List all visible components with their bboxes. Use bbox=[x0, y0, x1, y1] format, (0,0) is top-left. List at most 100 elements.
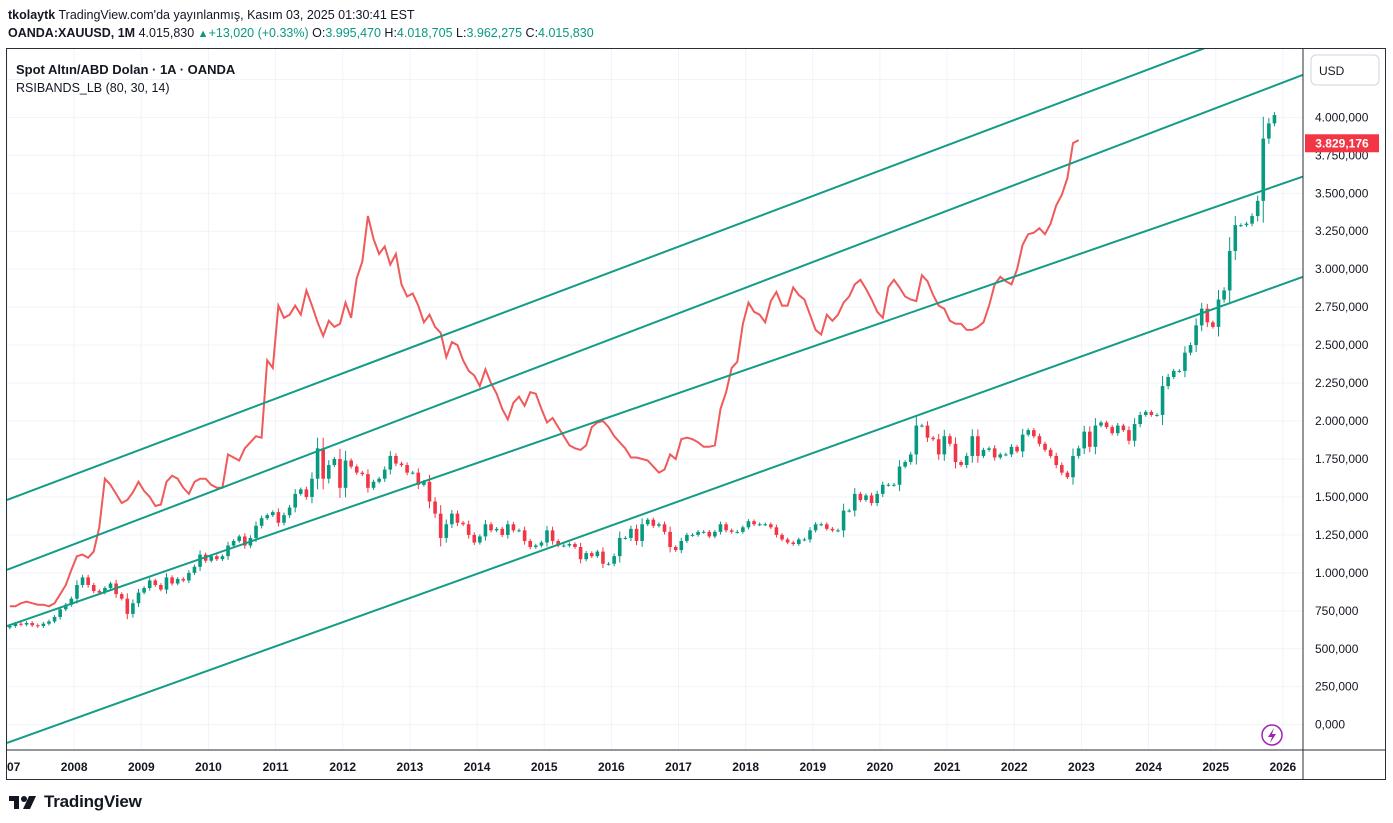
candle-body bbox=[920, 425, 924, 427]
rsi-bands-line bbox=[9, 139, 1080, 608]
candle-body bbox=[813, 524, 818, 531]
author-name[interactable]: tkolaytk bbox=[8, 8, 56, 22]
candle-body bbox=[354, 466, 359, 473]
candlestick-series bbox=[7, 112, 1277, 630]
candle-body bbox=[75, 585, 79, 599]
candle-body bbox=[662, 524, 667, 532]
header-bar: tkolaytk TradingView.com'da yayınlanmış,… bbox=[8, 6, 594, 43]
candle-body bbox=[366, 474, 370, 488]
x-tick-label: 2013 bbox=[397, 760, 424, 774]
y-tick-label: 0,000 bbox=[1315, 718, 1345, 732]
candle-body bbox=[948, 436, 952, 444]
candle-body bbox=[589, 553, 594, 557]
price-change: +13,020 (+0.33%) bbox=[208, 26, 309, 40]
candle-body bbox=[729, 530, 734, 532]
candle-body bbox=[780, 534, 784, 540]
candle-body bbox=[1093, 425, 1098, 447]
candle-body bbox=[1132, 424, 1137, 441]
y-tick-label: 1.500,000 bbox=[1315, 490, 1369, 504]
candle-body bbox=[24, 622, 29, 625]
x-tick-label: 2021 bbox=[934, 760, 961, 774]
candle-body bbox=[175, 578, 180, 584]
chart-frame[interactable]: 4.250,0004.000,0003.750,0003.500,0003.25… bbox=[6, 48, 1386, 780]
candle-body bbox=[209, 556, 214, 561]
candle-body bbox=[433, 501, 437, 514]
trend-channels bbox=[7, 49, 1304, 744]
candle-body bbox=[349, 460, 353, 467]
candle-body bbox=[1261, 138, 1266, 201]
candle-body bbox=[651, 519, 656, 526]
candle-body bbox=[405, 465, 409, 473]
tradingview-logo-icon bbox=[9, 796, 36, 809]
candle-body bbox=[942, 436, 947, 455]
candle-body bbox=[1060, 465, 1064, 473]
candle-body bbox=[237, 536, 242, 541]
candle-body bbox=[880, 484, 885, 494]
candle-body bbox=[321, 448, 325, 479]
currency-button[interactable]: USD bbox=[1310, 54, 1380, 86]
x-tick-label: 07 bbox=[7, 760, 21, 774]
candle-body bbox=[908, 454, 913, 463]
candle-body bbox=[231, 540, 236, 546]
candle-body bbox=[713, 531, 717, 537]
candle-body bbox=[1015, 446, 1019, 452]
candle-body bbox=[41, 623, 46, 627]
candle-body bbox=[914, 425, 919, 455]
candle-body bbox=[310, 478, 314, 497]
candle-body bbox=[617, 537, 622, 557]
candle-body bbox=[489, 524, 493, 531]
x-tick-label: 2017 bbox=[665, 760, 692, 774]
legend-title[interactable]: Spot Altın/ABD Dolan · 1A · OANDA bbox=[16, 62, 236, 77]
candle-body bbox=[1188, 345, 1193, 353]
candle-body bbox=[13, 623, 18, 627]
price-tag: 3.829,176 bbox=[1305, 134, 1379, 153]
price-chart[interactable]: 4.250,0004.000,0003.750,0003.500,0003.25… bbox=[7, 49, 1385, 779]
high-label: H: bbox=[384, 26, 397, 40]
candle-body bbox=[992, 448, 997, 458]
candle-body bbox=[858, 493, 863, 500]
ch-top-line bbox=[7, 49, 1206, 501]
candle-body bbox=[226, 545, 230, 557]
candle-body bbox=[875, 493, 879, 504]
candle-body bbox=[724, 524, 728, 531]
symbol-label[interactable]: OANDA:XAUUSD, 1M bbox=[8, 26, 136, 40]
candle-body bbox=[394, 455, 398, 464]
candle-body bbox=[657, 524, 661, 526]
candle-body bbox=[741, 527, 745, 532]
up-triangle-icon: ▲ bbox=[197, 28, 209, 40]
lightning-icon[interactable] bbox=[1261, 724, 1283, 746]
low-value: 3.962,275 bbox=[466, 26, 523, 40]
candle-body bbox=[534, 545, 538, 548]
candle-body bbox=[119, 594, 124, 599]
candle-body bbox=[852, 493, 857, 511]
candle-body bbox=[315, 448, 320, 479]
candle-body bbox=[584, 553, 588, 560]
y-tick-label: 2.750,000 bbox=[1315, 300, 1369, 314]
candle-body bbox=[147, 580, 152, 589]
candle-body bbox=[746, 521, 751, 528]
x-tick-label: 2025 bbox=[1202, 760, 1229, 774]
candle-body bbox=[1166, 376, 1170, 387]
candle-body bbox=[125, 598, 130, 614]
candle-body bbox=[903, 462, 907, 467]
candle-body bbox=[1065, 472, 1070, 478]
candle-body bbox=[539, 542, 544, 546]
y-tick-label: 1.750,000 bbox=[1315, 452, 1369, 466]
candle-body bbox=[1171, 370, 1176, 377]
candle-body bbox=[1194, 325, 1198, 346]
candle-body bbox=[757, 524, 762, 526]
candle-body bbox=[416, 472, 421, 485]
candle-body bbox=[136, 592, 141, 604]
candle-body bbox=[1110, 427, 1114, 434]
candle-body bbox=[1020, 434, 1025, 452]
y-tick-label: 1.250,000 bbox=[1315, 528, 1369, 542]
candle-body bbox=[1043, 443, 1047, 450]
candle-body bbox=[1104, 422, 1109, 428]
candle-body bbox=[701, 531, 706, 533]
indicator-label[interactable]: RSIBANDS_LB (80, 30, 14) bbox=[16, 81, 170, 95]
brand-name[interactable]: TradingView bbox=[44, 792, 142, 811]
candle-body bbox=[830, 528, 835, 531]
candle-body bbox=[63, 604, 68, 610]
candle-body bbox=[1138, 414, 1142, 425]
candle-body bbox=[7, 626, 12, 628]
